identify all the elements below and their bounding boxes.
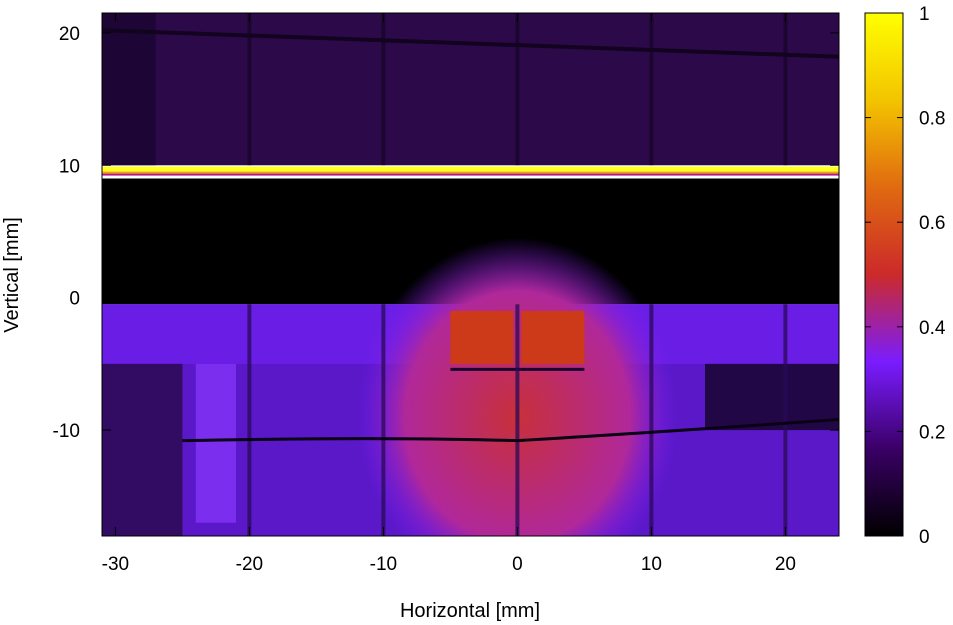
- y-axis-label: Vertical [mm]: [1, 217, 23, 333]
- colorbar-tick-label: 0.6: [919, 213, 945, 234]
- bright-line: [102, 166, 839, 172]
- dark-line-lower: [381, 304, 386, 536]
- x-axis-label: Horizontal [mm]: [400, 600, 540, 622]
- hot-block-left: [450, 310, 514, 364]
- dark-line-lower: [515, 304, 520, 536]
- upper-left-shadow: [102, 13, 156, 166]
- x-tick-label: -10: [370, 554, 397, 575]
- upper-region: [102, 13, 839, 166]
- colorbar-tick-label: 0.4: [919, 318, 946, 339]
- colorbar-gradient: [864, 12, 904, 537]
- dark-line-upper: [515, 13, 520, 166]
- hot-block-right: [521, 310, 585, 364]
- colorbar: 0 0.2 0.4 0.6 0.8 1: [864, 4, 946, 548]
- dark-line-lower: [783, 304, 788, 536]
- dark-line-upper: [783, 13, 788, 166]
- y-axis-ticks: -10 0 10 20: [53, 24, 839, 442]
- dark-line-upper: [381, 13, 386, 166]
- colorbar-tick-label: 0.2: [919, 422, 945, 443]
- y-tick-label: 20: [59, 24, 80, 45]
- plot-frame: [101, 12, 840, 537]
- x-tick-label: 10: [641, 554, 662, 575]
- lower-left-bright-strip: [195, 363, 236, 523]
- y-tick-label: -10: [53, 421, 80, 442]
- lower-right-dark: [705, 363, 839, 431]
- colorbar-tick-label: 0: [919, 527, 930, 548]
- plot-area: [102, 13, 839, 536]
- x-tick-label: -20: [236, 554, 263, 575]
- x-tick-label: 0: [512, 554, 523, 575]
- x-tick-label: 20: [775, 554, 796, 575]
- bright-line-orange: [102, 171, 839, 174]
- dark-line-upper: [247, 13, 252, 166]
- dark-line-lower-horizontal: [182, 417, 839, 443]
- dark-line-upper: [649, 13, 654, 166]
- bright-line-magenta: [102, 173, 839, 176]
- x-axis-ticks: -30 -20 -10 0 10 20: [102, 13, 796, 575]
- y-tick-label: 0: [69, 289, 80, 310]
- x-tick-label: -30: [102, 554, 129, 575]
- dark-line-lower: [649, 304, 654, 536]
- colorbar-tick-label: 0.8: [919, 109, 945, 130]
- lower-left-dark: [102, 363, 183, 536]
- y-tick-label: 10: [59, 156, 80, 177]
- dark-line-lower: [247, 304, 252, 536]
- dark-line-top: [102, 28, 839, 59]
- colorbar-tick-label: 1: [919, 4, 930, 25]
